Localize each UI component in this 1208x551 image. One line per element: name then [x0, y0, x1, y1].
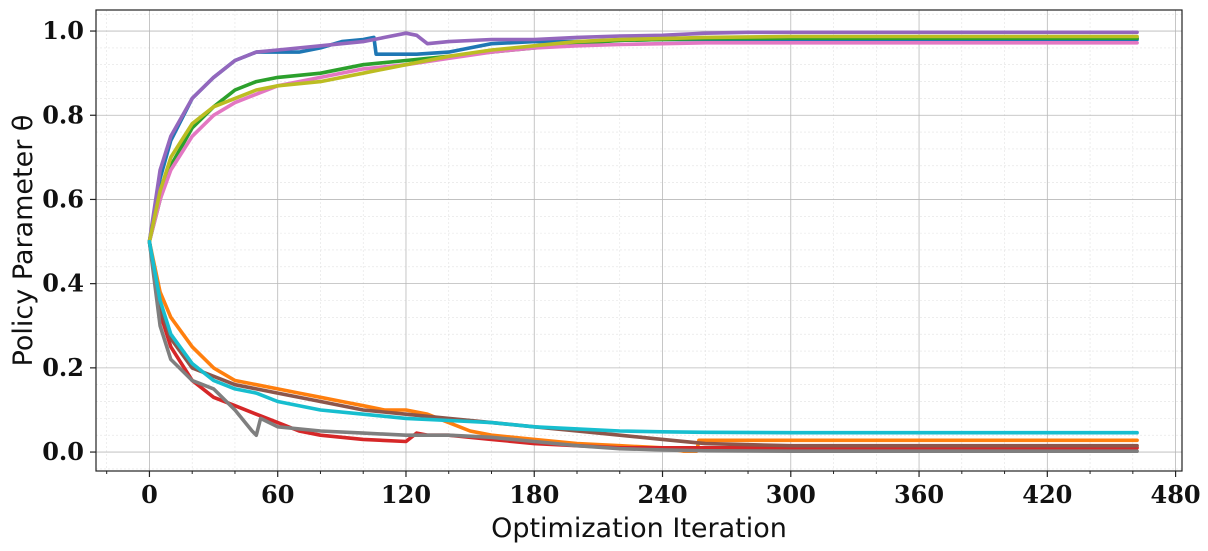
series-line-5: [147, 30, 1139, 244]
y-tick-label: 1.0: [42, 16, 84, 45]
y-tick-label: 0.0: [42, 437, 84, 466]
x-tick-label: 120: [381, 480, 431, 509]
plot-frame: [95, 9, 1183, 472]
axis-ticks: 0 60 120 180 240 300 360 420 480 0.0 0.2 0.4 0.6 0.8 1…: [42, 16, 1200, 509]
x-tick-label: 480: [1151, 480, 1201, 509]
y-tick-label: 0.8: [42, 100, 84, 129]
x-tick-label: 360: [894, 480, 944, 509]
x-axis-title: Optimization Iteration: [491, 513, 787, 544]
x-tick-label: 420: [1022, 480, 1072, 509]
x-tick-label: 180: [509, 480, 559, 509]
x-tick-label: 0: [141, 480, 158, 509]
series-line-4: [147, 239, 1139, 450]
series-lines: [147, 30, 1139, 454]
x-tick-label: 300: [766, 480, 816, 509]
y-tick-label: 0.4: [42, 269, 84, 298]
series-line-10: [147, 239, 1139, 435]
series-line-9: [147, 34, 1139, 244]
y-tick-label: 0.6: [42, 184, 84, 213]
x-tick-label: 60: [261, 480, 294, 509]
series-line-1: [147, 35, 1139, 244]
y-axis-title: Policy Parameter θ: [8, 115, 39, 367]
series-line-7: [147, 40, 1139, 244]
series-line-3: [147, 36, 1139, 244]
series-line-8: [147, 239, 1139, 454]
grid: [96, 10, 1182, 471]
y-tick-label: 0.2: [42, 353, 84, 382]
x-tick-label: 240: [637, 480, 687, 509]
series-line-2: [147, 239, 1139, 454]
series-line-6: [147, 239, 1139, 448]
